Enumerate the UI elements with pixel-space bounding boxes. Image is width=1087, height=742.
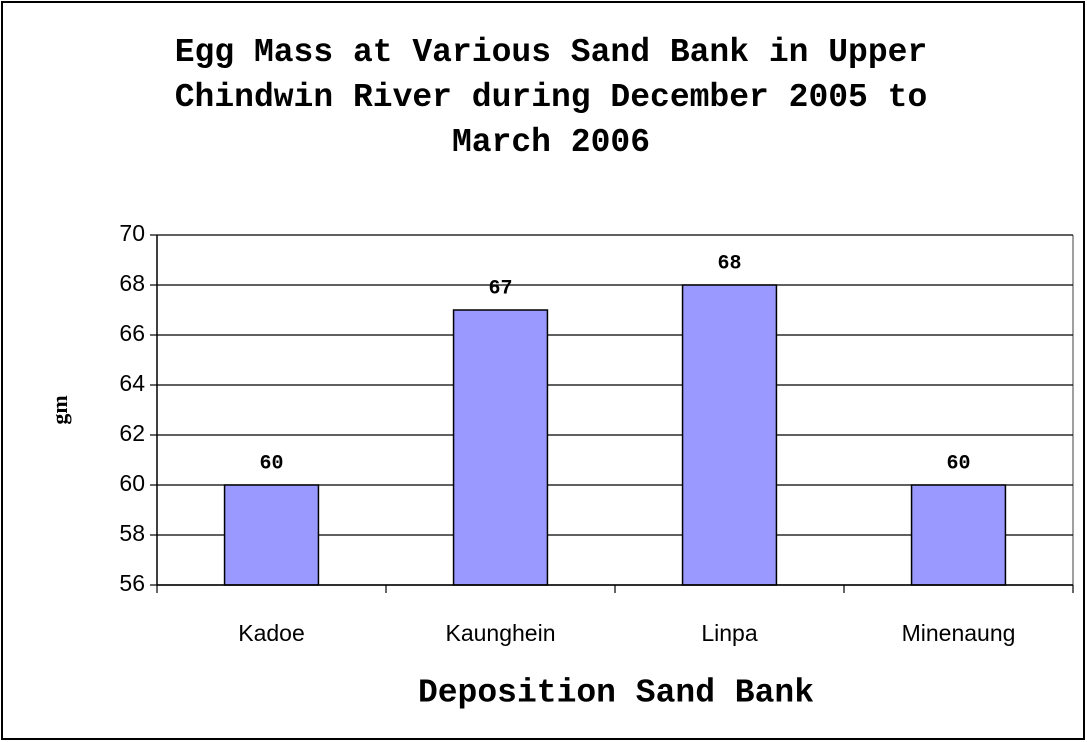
y-tick-label: 70	[119, 220, 145, 246]
bar	[223, 484, 320, 586]
y-tick-label: 62	[119, 420, 145, 446]
y-tick-label: 66	[119, 320, 145, 346]
y-tick-label: 68	[119, 270, 145, 296]
y-axis-title: gm	[47, 395, 72, 424]
bar	[452, 309, 549, 586]
y-tick-label: 56	[119, 570, 145, 596]
x-tick-label: Kaunghein	[446, 620, 556, 646]
x-tick-label: Kadoe	[238, 620, 305, 646]
bar	[910, 484, 1007, 586]
y-tick-label: 60	[119, 470, 145, 496]
data-label: 60	[259, 452, 283, 475]
x-tick-label: Linpa	[701, 620, 757, 646]
data-label: 68	[717, 252, 741, 275]
y-tick-label: 58	[119, 520, 145, 546]
y-tick-label: 64	[119, 370, 145, 396]
data-label: 60	[946, 452, 970, 475]
x-axis-title: Deposition Sand Bank	[418, 675, 814, 712]
bar	[681, 284, 778, 586]
data-label: 67	[488, 277, 512, 300]
x-tick-label: Minenaung	[902, 620, 1016, 646]
chart-title: Egg Mass at Various Sand Bank in Upper C…	[174, 34, 928, 161]
